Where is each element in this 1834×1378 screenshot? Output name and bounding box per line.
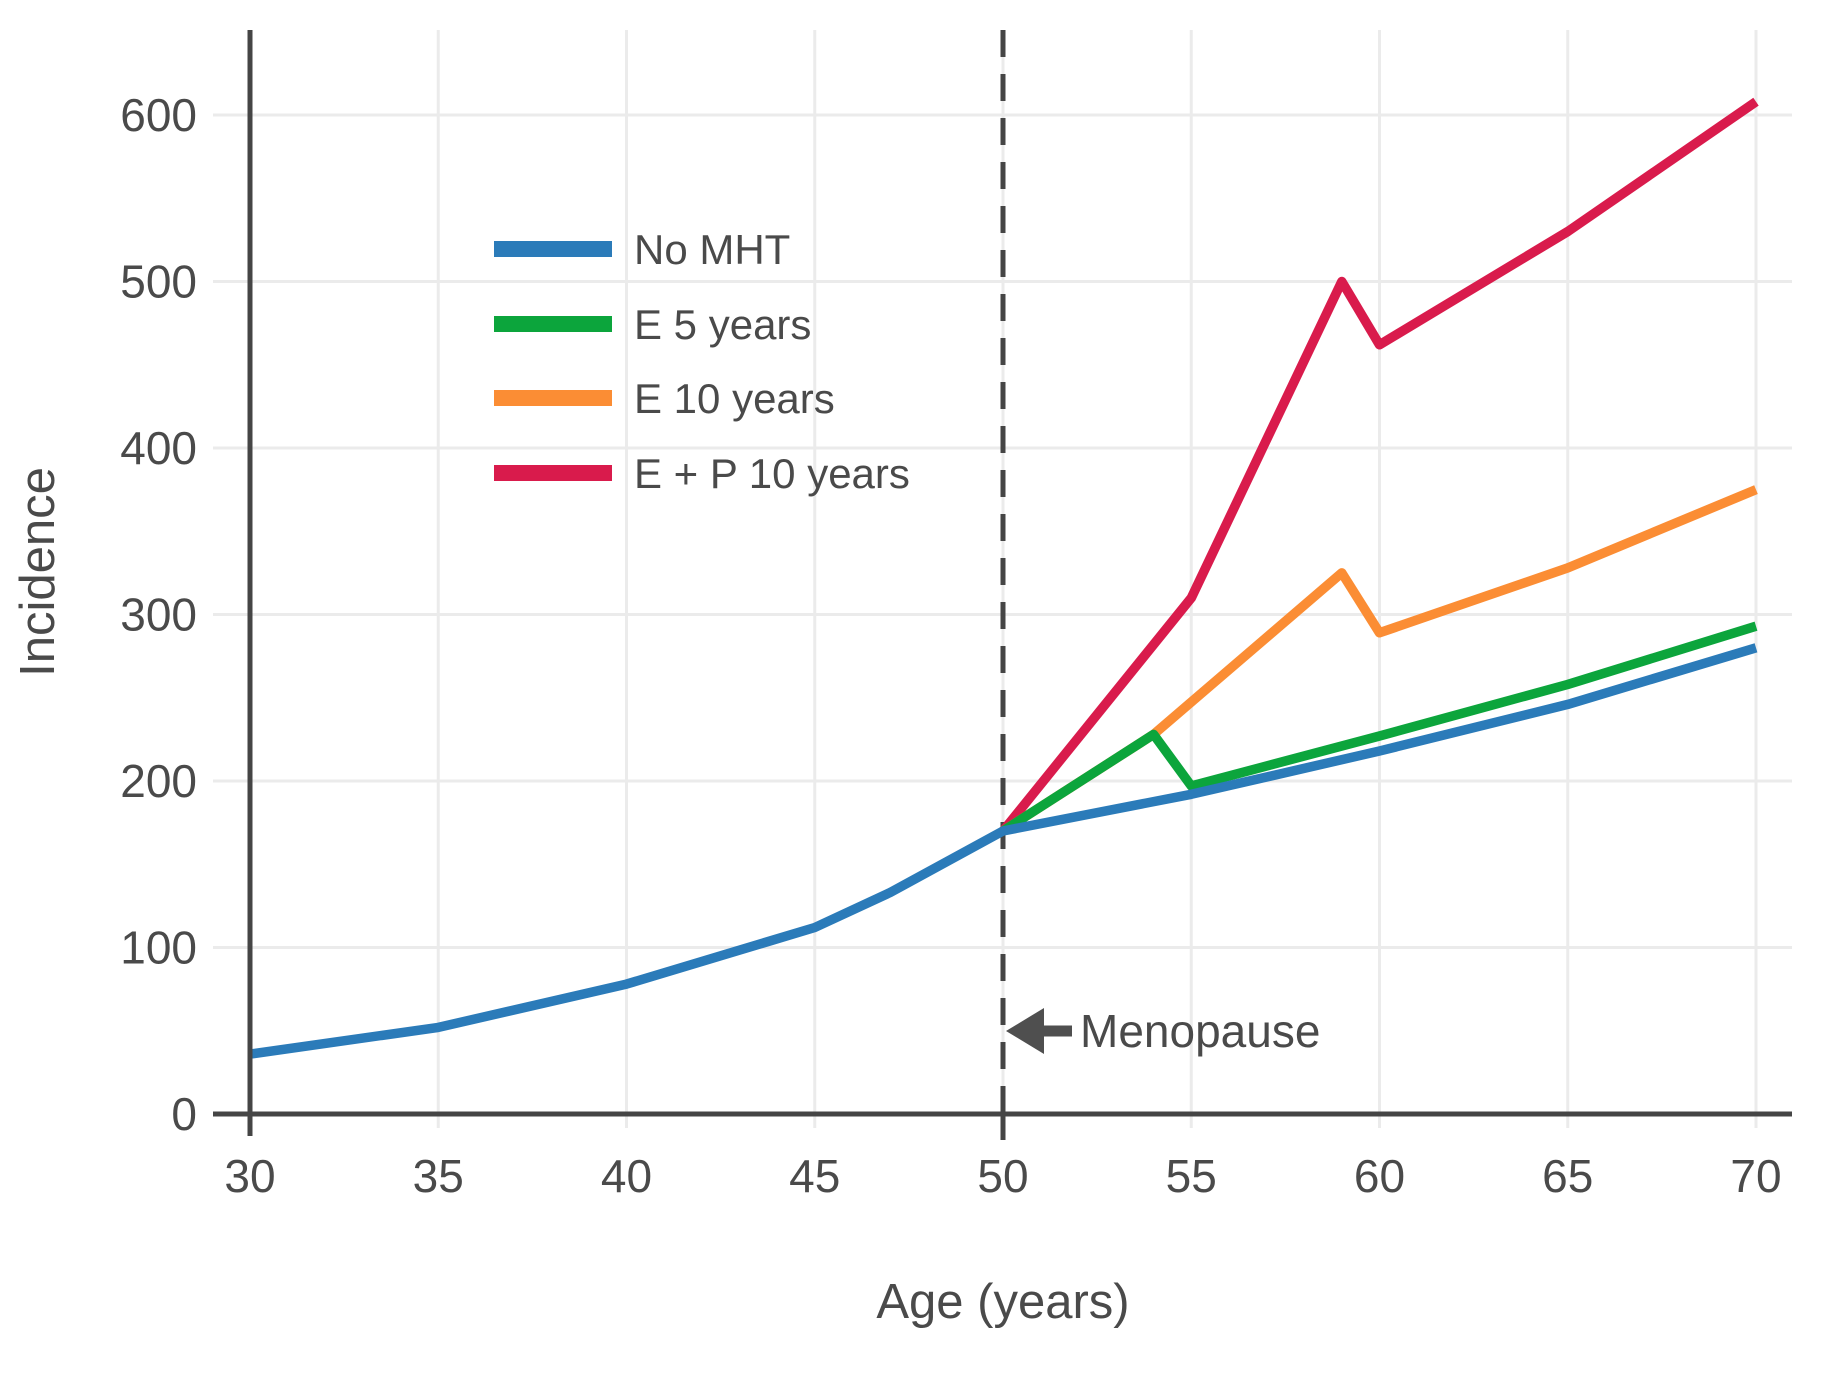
y-tick-label-100: 100 bbox=[120, 922, 197, 974]
x-tick-label-65: 65 bbox=[1542, 1150, 1593, 1202]
legend-label-e-5-years: E 5 years bbox=[634, 301, 811, 348]
legend: No MHT E 5 years E 10 years E + P 10 yea… bbox=[494, 226, 910, 497]
y-tick-label-600: 600 bbox=[120, 89, 197, 141]
legend-label-e-p-10-years: E + P 10 years bbox=[634, 450, 910, 497]
gridlines bbox=[213, 30, 1792, 1128]
series-line-e-p-10-years bbox=[999, 97, 1759, 834]
y-tick-label-400: 400 bbox=[120, 422, 197, 474]
x-axis-title: Age (years) bbox=[876, 1275, 1129, 1329]
legend-item-e-5-years: E 5 years bbox=[494, 301, 811, 348]
y-tick-label-0: 0 bbox=[171, 1088, 197, 1140]
series-lines bbox=[249, 97, 1759, 1059]
y-tick-label-500: 500 bbox=[120, 256, 197, 308]
legend-item-no-mht: No MHT bbox=[494, 226, 790, 273]
legend-label-e-10-years: E 10 years bbox=[634, 375, 835, 422]
legend-item-e-10-years: E 10 years bbox=[494, 375, 835, 422]
x-tick-label-30: 30 bbox=[224, 1150, 275, 1202]
legend-item-e-p-10-years: E + P 10 years bbox=[494, 450, 910, 497]
legend-label-no-mht: No MHT bbox=[634, 226, 790, 273]
x-tick-label-55: 55 bbox=[1166, 1150, 1217, 1202]
menopause-annotation: Menopause bbox=[1006, 1005, 1320, 1057]
y-tick-label-200: 200 bbox=[120, 755, 197, 807]
x-tick-label-45: 45 bbox=[789, 1150, 840, 1202]
x-tick-label-40: 40 bbox=[601, 1150, 652, 1202]
menopause-annotation-label: Menopause bbox=[1080, 1005, 1320, 1057]
x-tick-label-50: 50 bbox=[977, 1150, 1028, 1202]
y-axis-title: Incidence bbox=[11, 467, 65, 677]
tick-labels: 0 100 200 300 400 500 600 30 35 40 45 50 55 60 65 70 bbox=[120, 89, 1781, 1202]
menopause-arrow-head-icon bbox=[1006, 1008, 1044, 1054]
series-line-e-5-years bbox=[1000, 621, 1758, 835]
x-tick-label-70: 70 bbox=[1730, 1150, 1781, 1202]
x-tick-label-60: 60 bbox=[1354, 1150, 1405, 1202]
series-line-no-mht bbox=[249, 643, 1758, 1059]
x-tick-label-35: 35 bbox=[413, 1150, 464, 1202]
y-tick-label-300: 300 bbox=[120, 589, 197, 641]
